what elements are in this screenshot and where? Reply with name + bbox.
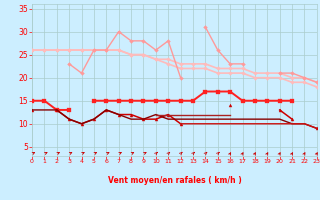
X-axis label: Vent moyen/en rafales ( km/h ): Vent moyen/en rafales ( km/h )	[108, 176, 241, 185]
